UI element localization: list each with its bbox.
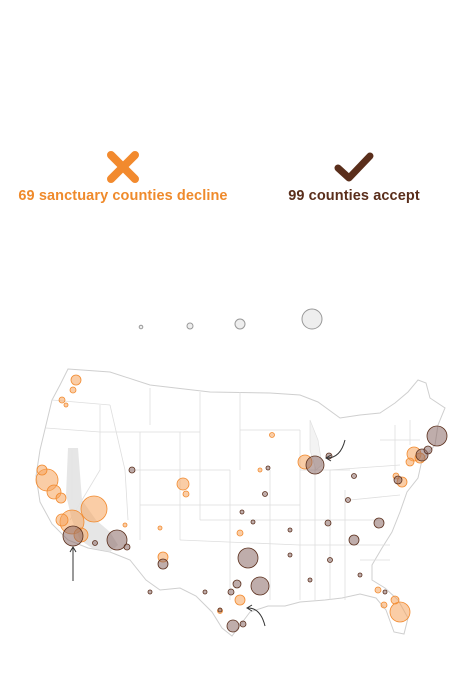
legend-decline: 69 sanctuary counties decline [0,150,246,204]
circle-size-icon [301,308,323,330]
circle-size-legend [138,308,323,330]
check-mark-icon [334,152,374,182]
circle-size-icon [234,318,246,330]
accept-county-circles [62,425,448,633]
legend-accept: 99 counties accept [272,150,436,204]
us-outline [35,368,446,637]
legend-accept-label: 99 counties accept [288,188,420,204]
state-borders [45,388,420,600]
map-canvas [35,368,448,637]
arrow-chicago [325,439,346,462]
circle-size-icon [138,324,144,330]
decline-county-circles [35,374,426,623]
arrow-houston [246,604,266,627]
x-mark-icon [107,151,139,183]
circle-size-icon [186,322,194,330]
arrow-los-angeles [69,546,77,581]
legend-decline-label: 69 sanctuary counties decline [18,188,228,204]
us-county-map [0,355,474,655]
